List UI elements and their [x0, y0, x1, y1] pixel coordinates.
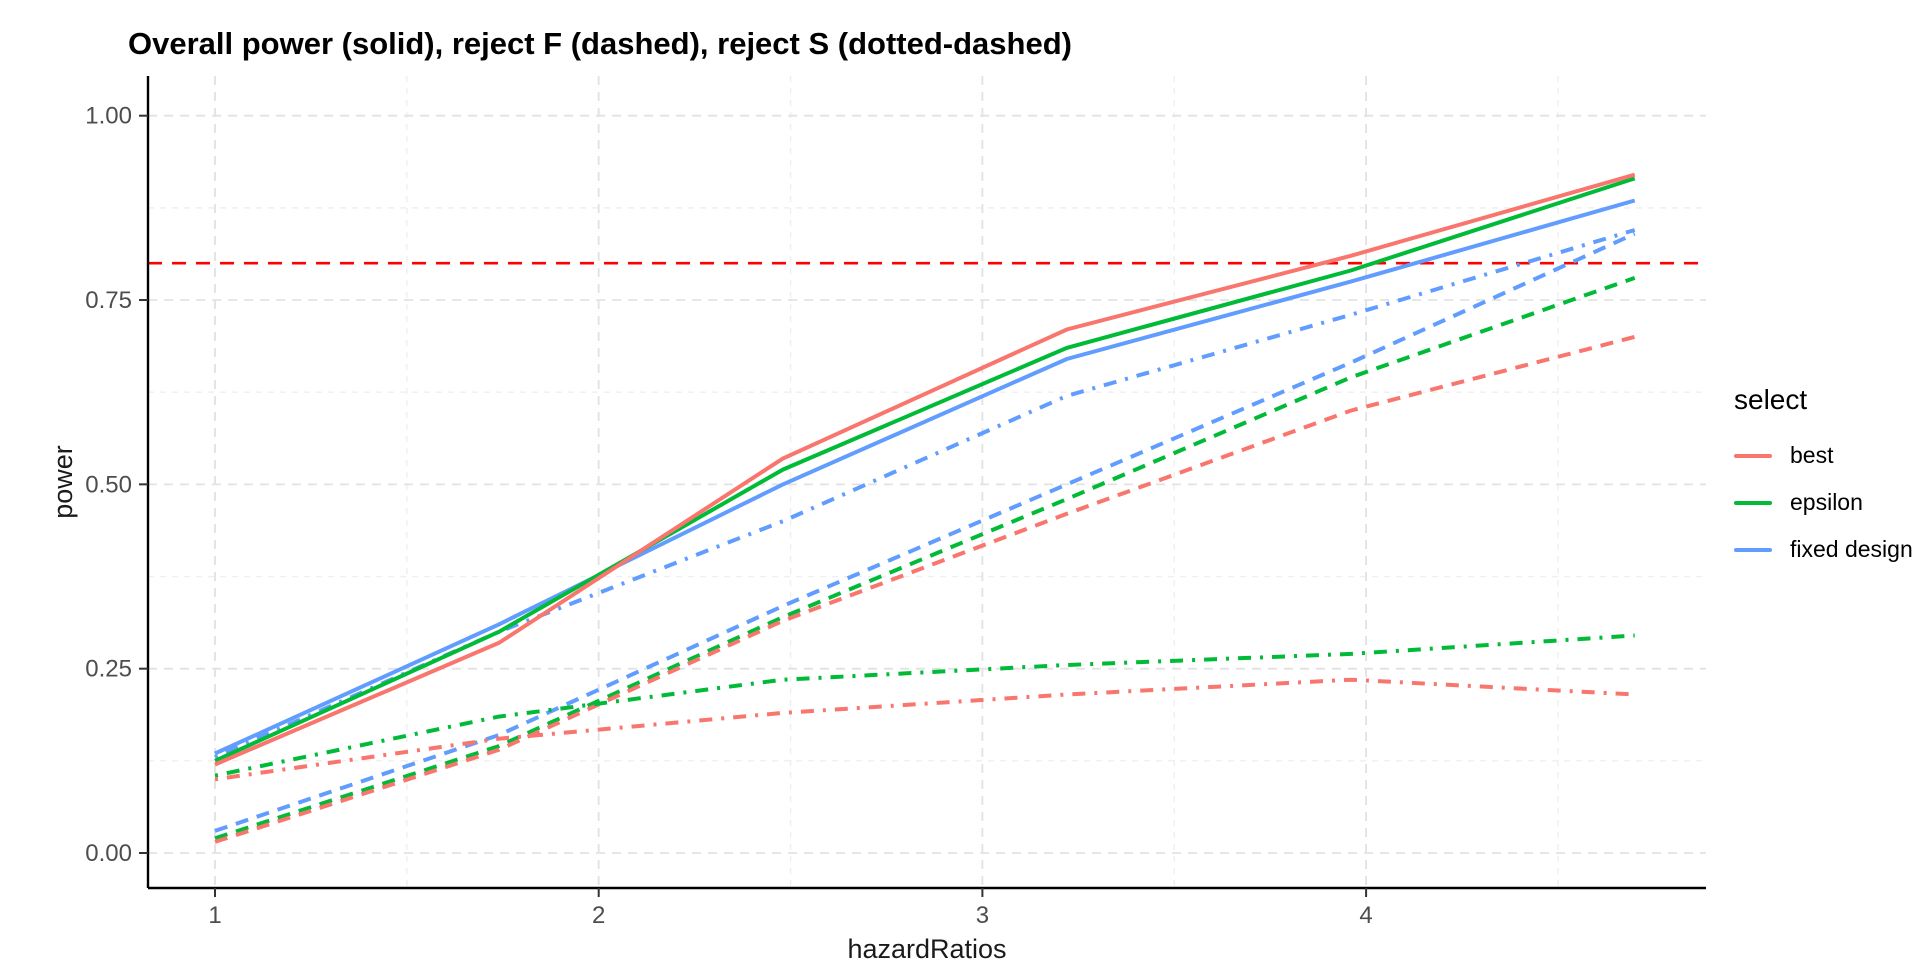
x-tick-label: 3 — [976, 902, 989, 929]
legend-key-line — [1734, 500, 1772, 505]
x-tick-label: 4 — [1359, 902, 1372, 929]
y-tick-label: 0.50 — [85, 471, 132, 498]
gridlines — [148, 76, 1706, 888]
y-tick-label: 0.25 — [85, 656, 132, 683]
y-tick-label: 0.75 — [85, 287, 132, 314]
axes: 1 2 3 4 0.00 0.25 0.50 0.75 1.00 — [85, 76, 1706, 929]
legend-key-line — [1734, 547, 1772, 552]
legend-item-label: epsilon — [1790, 489, 1863, 515]
line-epsilon-dotdash — [214, 633, 1635, 778]
legend-item-fixed-design: fixed design — [1734, 526, 1913, 573]
y-tick-label: 0.00 — [85, 840, 132, 867]
line-epsilon-dashed — [214, 276, 1636, 841]
legend-title: select — [1734, 384, 1808, 415]
legend-item-epsilon: epsilon — [1734, 479, 1913, 526]
chart-canvas: 1 2 3 4 0.00 0.25 0.50 0.75 1.00 Overall power (… — [48, 26, 1706, 964]
line-best-dotdash — [214, 677, 1635, 782]
y-tick-label: 1.00 — [85, 103, 132, 130]
legend-item-label: fixed design — [1790, 536, 1913, 562]
line-fixed-design-dashed — [214, 231, 1636, 833]
legend: select best epsilon fixed design — [1734, 384, 1913, 573]
line-best-solid — [214, 172, 1636, 767]
y-axis-title: power — [48, 445, 78, 519]
line-best-dashed — [214, 334, 1636, 844]
legend-key-line — [1734, 453, 1772, 458]
line-epsilon-solid — [214, 176, 1636, 763]
line-fixed-design-dotdash — [214, 228, 1636, 760]
x-tick-label: 1 — [208, 902, 221, 929]
line-fixed-design-solid — [214, 198, 1636, 756]
legend-item-label: best — [1790, 442, 1834, 468]
x-axis-title: hazardRatios — [847, 934, 1006, 964]
power-vs-hazard-ratio-chart: 1 2 3 4 0.00 0.25 0.50 0.75 1.00 Overall power (… — [40, 16, 1920, 976]
legend-item-best: best — [1734, 432, 1913, 479]
series-lines — [214, 172, 1636, 844]
legend-rows: best epsilon fixed design — [1734, 432, 1913, 573]
x-tick-label: 2 — [592, 902, 605, 929]
chart-title: Overall power (solid), reject F (dashed)… — [128, 26, 1072, 61]
